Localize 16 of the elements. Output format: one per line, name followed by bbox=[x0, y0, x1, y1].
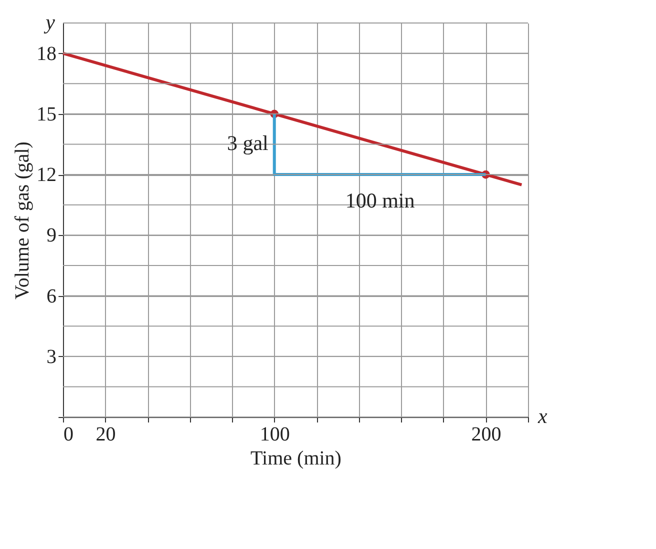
annotation: 100 min bbox=[345, 188, 416, 213]
y-tick-label: 15 bbox=[36, 103, 56, 126]
y-axis-title: Volume of gas (gal) bbox=[12, 142, 34, 300]
x-axis-title: Time (min) bbox=[250, 448, 342, 470]
x-tick-label: 200 bbox=[471, 424, 502, 446]
y-tick-label: 18 bbox=[36, 42, 56, 65]
text: y bbox=[44, 10, 56, 34]
x-tick-label: 20 bbox=[96, 424, 116, 446]
annotation: 3 gal bbox=[226, 131, 269, 156]
y-tick-label: 9 bbox=[46, 224, 56, 247]
y-tick-label: 3 bbox=[46, 346, 56, 368]
x-tick-label: 0 bbox=[64, 424, 74, 446]
x-tick-label: 100 bbox=[260, 424, 290, 446]
y-tick-label: 12 bbox=[36, 164, 56, 186]
text: x bbox=[537, 404, 548, 428]
y-tick-label: 6 bbox=[46, 285, 56, 308]
